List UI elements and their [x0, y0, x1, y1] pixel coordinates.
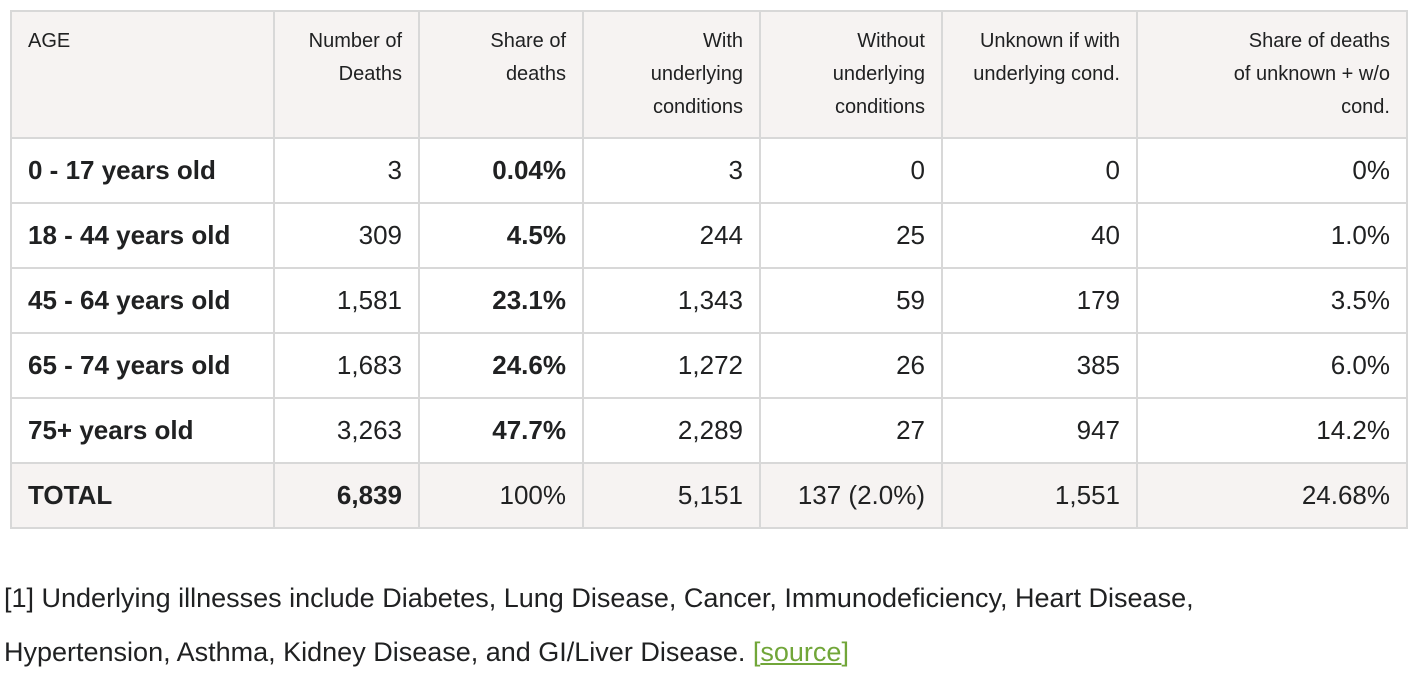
table-row: 45 - 64 years old 1,581 23.1% 1,343 59 1… — [10, 267, 1408, 334]
deaths-cell: 1,683 — [273, 332, 420, 399]
table-header-row: AGE Number of Deaths Share of deaths Wit… — [10, 10, 1408, 139]
table-row: 75+ years old 3,263 47.7% 2,289 27 947 1… — [10, 397, 1408, 464]
unknown-cond-cell: 0 — [941, 137, 1138, 204]
table-row: 0 - 17 years old 3 0.04% 3 0 0 0% — [10, 137, 1408, 204]
share-cell: 4.5% — [418, 202, 584, 269]
share-unknown-cell: 3.5% — [1136, 267, 1408, 334]
age-cell: TOTAL — [10, 462, 275, 529]
age-cell: 75+ years old — [10, 397, 275, 464]
without-cond-cell: 59 — [759, 267, 943, 334]
unknown-cond-cell: 1,551 — [941, 462, 1138, 529]
without-cond-cell: 26 — [759, 332, 943, 399]
header-age: AGE — [10, 10, 275, 139]
with-cond-cell: 5,151 — [582, 462, 761, 529]
footnote-bracket-close: ] — [841, 637, 849, 667]
share-unknown-cell: 1.0% — [1136, 202, 1408, 269]
share-unknown-cell: 0% — [1136, 137, 1408, 204]
share-cell: 47.7% — [418, 397, 584, 464]
header-number-of-deaths: Number of Deaths — [273, 10, 420, 139]
without-cond-cell: 137 (2.0%) — [759, 462, 943, 529]
footnote-text: [1] Underlying illnesses include Diabete… — [4, 583, 1194, 667]
share-unknown-cell: 6.0% — [1136, 332, 1408, 399]
share-unknown-cell: 14.2% — [1136, 397, 1408, 464]
age-cell: 65 - 74 years old — [10, 332, 275, 399]
footnote-bracket-open: [ — [752, 637, 761, 667]
deaths-cell: 309 — [273, 202, 420, 269]
deaths-cell: 3 — [273, 137, 420, 204]
table-row-total: TOTAL 6,839 100% 5,151 137 (2.0%) 1,551 … — [10, 462, 1408, 529]
header-with-underlying-conditions: With underlying conditions — [582, 10, 761, 139]
unknown-cond-cell: 40 — [941, 202, 1138, 269]
page: AGE Number of Deaths Share of deaths Wit… — [4, 10, 1408, 667]
share-cell: 24.6% — [418, 332, 584, 399]
without-cond-cell: 27 — [759, 397, 943, 464]
without-cond-cell: 25 — [759, 202, 943, 269]
header-share-of-deaths-unknown: Share of deaths of unknown + w/o cond. — [1136, 10, 1408, 139]
table-row: 18 - 44 years old 309 4.5% 244 25 40 1.0… — [10, 202, 1408, 269]
share-cell: 100% — [418, 462, 584, 529]
share-unknown-cell: 24.68% — [1136, 462, 1408, 529]
age-cell: 18 - 44 years old — [10, 202, 275, 269]
header-share-of-deaths: Share of deaths — [418, 10, 584, 139]
deaths-cell: 1,581 — [273, 267, 420, 334]
unknown-cond-cell: 947 — [941, 397, 1138, 464]
unknown-cond-cell: 179 — [941, 267, 1138, 334]
with-cond-cell: 3 — [582, 137, 761, 204]
source-link[interactable]: source — [760, 637, 842, 667]
age-cell: 0 - 17 years old — [10, 137, 275, 204]
header-without-underlying-conditions: Without underlying conditions — [759, 10, 943, 139]
share-cell: 23.1% — [418, 267, 584, 334]
unknown-cond-cell: 385 — [941, 332, 1138, 399]
header-unknown-if-with-underlying-cond: Unknown if with underlying cond. — [941, 10, 1138, 139]
with-cond-cell: 1,343 — [582, 267, 761, 334]
with-cond-cell: 244 — [582, 202, 761, 269]
age-cell: 45 - 64 years old — [10, 267, 275, 334]
without-cond-cell: 0 — [759, 137, 943, 204]
deaths-by-age-table: AGE Number of Deaths Share of deaths Wit… — [10, 10, 1408, 529]
with-cond-cell: 1,272 — [582, 332, 761, 399]
table-row: 65 - 74 years old 1,683 24.6% 1,272 26 3… — [10, 332, 1408, 399]
deaths-cell: 3,263 — [273, 397, 420, 464]
with-cond-cell: 2,289 — [582, 397, 761, 464]
footnote: [1] Underlying illnesses include Diabete… — [4, 571, 1415, 679]
deaths-cell: 6,839 — [273, 462, 420, 529]
share-cell: 0.04% — [418, 137, 584, 204]
